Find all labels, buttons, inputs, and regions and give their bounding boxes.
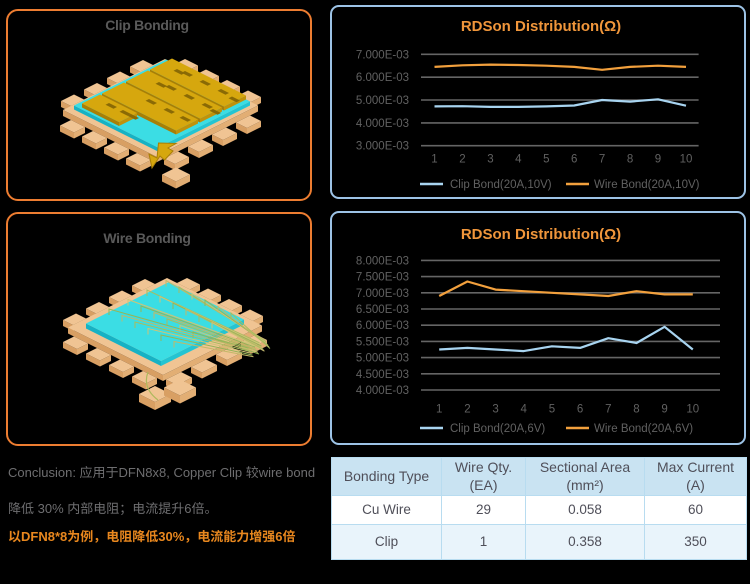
svg-text:3: 3	[487, 154, 493, 166]
svg-text:5.000E-03: 5.000E-03	[356, 95, 409, 107]
svg-text:9: 9	[655, 154, 661, 166]
svg-text:5: 5	[549, 404, 555, 416]
svg-text:4.000E-03: 4.000E-03	[356, 118, 409, 130]
svg-text:4: 4	[515, 154, 522, 166]
svg-text:7.000E-03: 7.000E-03	[356, 288, 409, 300]
svg-text:8.000E-03: 8.000E-03	[356, 255, 409, 267]
svg-text:8: 8	[627, 154, 633, 166]
svg-text:7: 7	[605, 404, 611, 416]
svg-text:Wire Bond(20A,6V): Wire Bond(20A,6V)	[594, 423, 693, 435]
svg-text:7.500E-03: 7.500E-03	[356, 272, 409, 284]
svg-text:6.000E-03: 6.000E-03	[356, 72, 409, 84]
svg-text:4.500E-03: 4.500E-03	[356, 369, 409, 381]
svg-text:Clip Bond(20A,6V): Clip Bond(20A,6V)	[450, 423, 545, 435]
svg-text:RDSon Distribution(Ω): RDSon Distribution(Ω)	[461, 18, 621, 35]
svg-text:4: 4	[520, 404, 527, 416]
svg-text:5: 5	[543, 154, 549, 166]
svg-text:10: 10	[680, 154, 693, 166]
svg-text:6: 6	[577, 404, 583, 416]
svg-text:9: 9	[661, 404, 667, 416]
svg-text:Wire Bond(20A,10V): Wire Bond(20A,10V)	[594, 179, 700, 191]
svg-text:6.500E-03: 6.500E-03	[356, 304, 409, 316]
svg-text:2: 2	[464, 404, 470, 416]
svg-text:5.500E-03: 5.500E-03	[356, 336, 409, 348]
svg-text:7.000E-03: 7.000E-03	[356, 49, 409, 61]
svg-text:RDSon Distribution(Ω): RDSon Distribution(Ω)	[461, 226, 621, 243]
svg-text:1: 1	[436, 404, 442, 416]
svg-text:8: 8	[633, 404, 639, 416]
svg-text:Clip Bond(20A,10V): Clip Bond(20A,10V)	[450, 179, 552, 191]
svg-text:4.000E-03: 4.000E-03	[356, 385, 409, 397]
svg-text:2: 2	[459, 154, 465, 166]
svg-text:6: 6	[571, 154, 577, 166]
svg-text:1: 1	[431, 154, 437, 166]
svg-text:10: 10	[686, 404, 699, 416]
svg-text:3: 3	[492, 404, 498, 416]
svg-text:6.000E-03: 6.000E-03	[356, 320, 409, 332]
svg-text:5.000E-03: 5.000E-03	[356, 353, 409, 365]
svg-text:3.000E-03: 3.000E-03	[356, 141, 409, 153]
svg-text:7: 7	[599, 154, 605, 166]
